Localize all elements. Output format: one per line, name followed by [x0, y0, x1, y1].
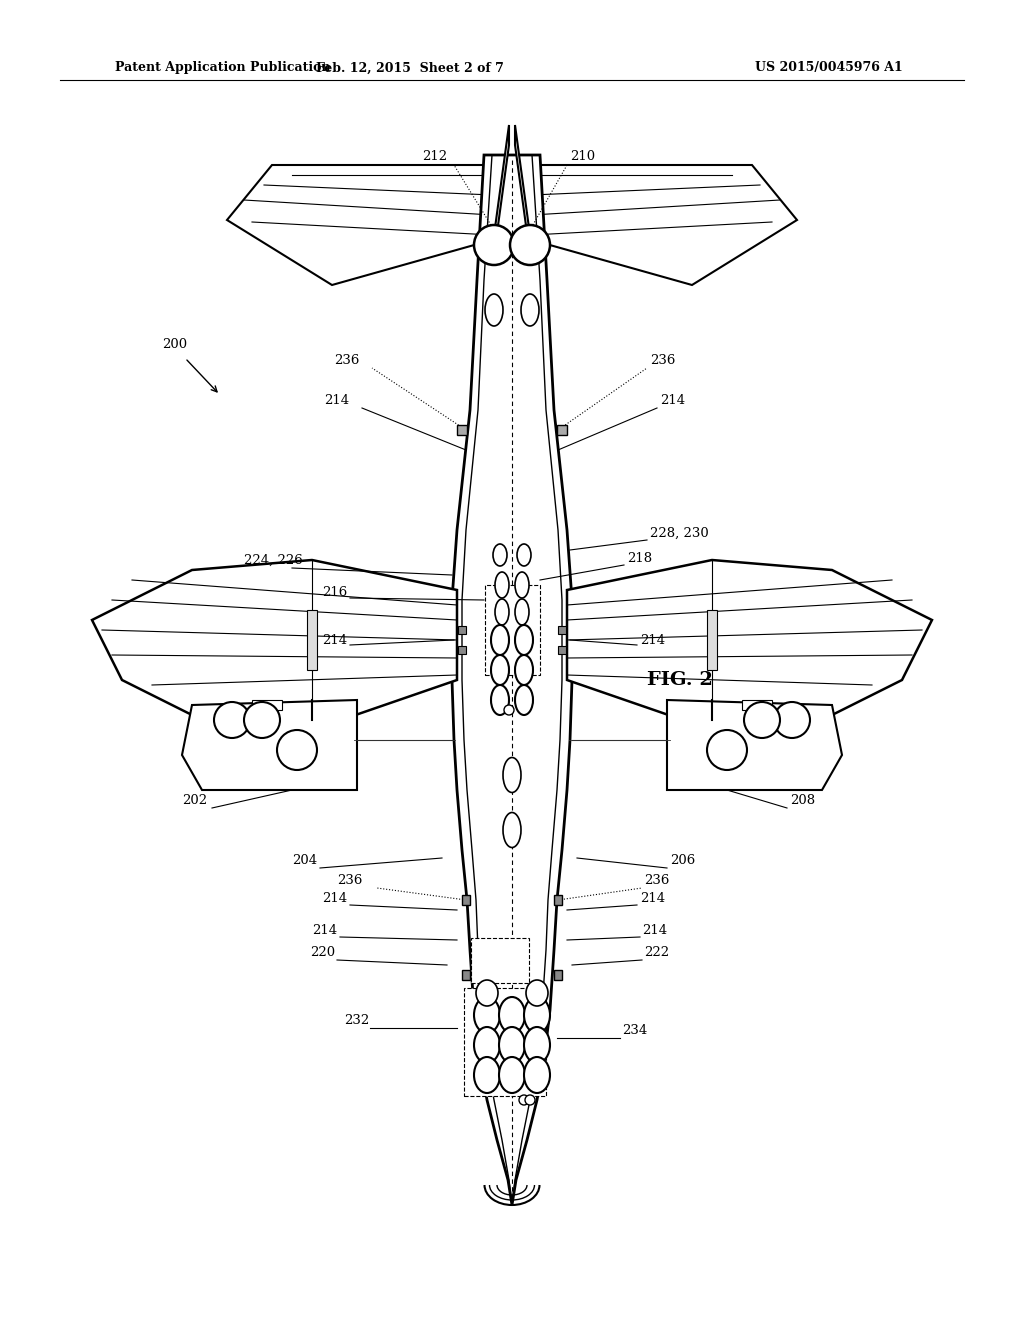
- Polygon shape: [667, 700, 842, 789]
- Bar: [742, 700, 772, 710]
- Ellipse shape: [521, 294, 539, 326]
- Bar: [471, 937, 529, 982]
- Ellipse shape: [515, 655, 534, 685]
- Text: 214: 214: [642, 924, 667, 936]
- Polygon shape: [515, 125, 532, 255]
- Ellipse shape: [485, 294, 503, 326]
- Text: US 2015/0045976 A1: US 2015/0045976 A1: [755, 62, 903, 74]
- Bar: [557, 425, 567, 436]
- Text: Feb. 12, 2015  Sheet 2 of 7: Feb. 12, 2015 Sheet 2 of 7: [316, 62, 504, 74]
- Text: 208: 208: [790, 793, 815, 807]
- Ellipse shape: [495, 572, 509, 598]
- Ellipse shape: [490, 655, 509, 685]
- Bar: [307, 610, 317, 671]
- Ellipse shape: [499, 997, 525, 1034]
- Circle shape: [744, 702, 780, 738]
- Text: 234: 234: [622, 1023, 647, 1036]
- Ellipse shape: [490, 685, 509, 715]
- Circle shape: [519, 1096, 529, 1105]
- Ellipse shape: [524, 1027, 550, 1063]
- Ellipse shape: [503, 813, 521, 847]
- Ellipse shape: [490, 624, 509, 655]
- Polygon shape: [227, 165, 492, 285]
- Text: 214: 214: [312, 924, 337, 936]
- Bar: [458, 645, 466, 653]
- Polygon shape: [92, 560, 457, 730]
- Text: 236: 236: [334, 354, 359, 367]
- Text: 218: 218: [627, 552, 652, 565]
- Text: 214: 214: [324, 393, 349, 407]
- Text: FIG. 2: FIG. 2: [647, 671, 713, 689]
- Bar: [458, 626, 466, 634]
- Circle shape: [707, 730, 746, 770]
- Text: 224, 226: 224, 226: [244, 553, 303, 566]
- Text: 202: 202: [182, 793, 207, 807]
- Bar: [457, 425, 467, 436]
- Text: 210: 210: [570, 150, 595, 164]
- Text: Patent Application Publication: Patent Application Publication: [115, 62, 331, 74]
- Text: 232: 232: [344, 1014, 370, 1027]
- Text: 214: 214: [322, 634, 347, 647]
- Circle shape: [774, 702, 810, 738]
- Bar: [554, 895, 562, 906]
- Ellipse shape: [474, 997, 500, 1034]
- Circle shape: [474, 224, 514, 265]
- Text: 206: 206: [670, 854, 695, 866]
- Ellipse shape: [493, 544, 507, 566]
- Text: 236: 236: [337, 874, 362, 887]
- Ellipse shape: [517, 544, 531, 566]
- Ellipse shape: [499, 1057, 525, 1093]
- Bar: [252, 700, 282, 710]
- Text: 214: 214: [640, 891, 666, 904]
- Ellipse shape: [499, 1027, 525, 1063]
- Text: 228, 230: 228, 230: [650, 527, 709, 540]
- Text: 216: 216: [322, 586, 347, 599]
- Text: 236: 236: [650, 354, 676, 367]
- Ellipse shape: [515, 685, 534, 715]
- Bar: [464, 987, 546, 1096]
- Text: 204: 204: [292, 854, 317, 866]
- Text: 214: 214: [322, 891, 347, 904]
- Polygon shape: [452, 154, 572, 1205]
- Ellipse shape: [526, 979, 548, 1006]
- Ellipse shape: [515, 599, 529, 624]
- Text: 222: 222: [644, 945, 669, 958]
- Ellipse shape: [524, 1057, 550, 1093]
- Bar: [554, 970, 562, 979]
- Text: 200: 200: [162, 338, 187, 351]
- Circle shape: [244, 702, 280, 738]
- Bar: [558, 645, 566, 653]
- Circle shape: [525, 1096, 535, 1105]
- Ellipse shape: [495, 599, 509, 624]
- Ellipse shape: [503, 758, 521, 792]
- Polygon shape: [567, 560, 932, 730]
- Ellipse shape: [474, 1057, 500, 1093]
- Polygon shape: [532, 165, 797, 285]
- Circle shape: [278, 730, 317, 770]
- Bar: [558, 626, 566, 634]
- Polygon shape: [492, 125, 509, 255]
- Circle shape: [510, 224, 550, 265]
- Ellipse shape: [474, 1027, 500, 1063]
- Ellipse shape: [515, 572, 529, 598]
- Ellipse shape: [524, 997, 550, 1034]
- Text: 236: 236: [644, 874, 670, 887]
- Polygon shape: [182, 700, 357, 789]
- Text: 212: 212: [422, 150, 447, 164]
- Ellipse shape: [515, 624, 534, 655]
- Text: 214: 214: [660, 393, 685, 407]
- Circle shape: [504, 705, 514, 715]
- Ellipse shape: [476, 979, 498, 1006]
- Bar: [462, 970, 470, 979]
- Bar: [462, 895, 470, 906]
- Circle shape: [214, 702, 250, 738]
- Text: 214: 214: [640, 634, 666, 647]
- Bar: [484, 585, 540, 675]
- Text: 220: 220: [310, 945, 335, 958]
- Bar: [707, 610, 717, 671]
